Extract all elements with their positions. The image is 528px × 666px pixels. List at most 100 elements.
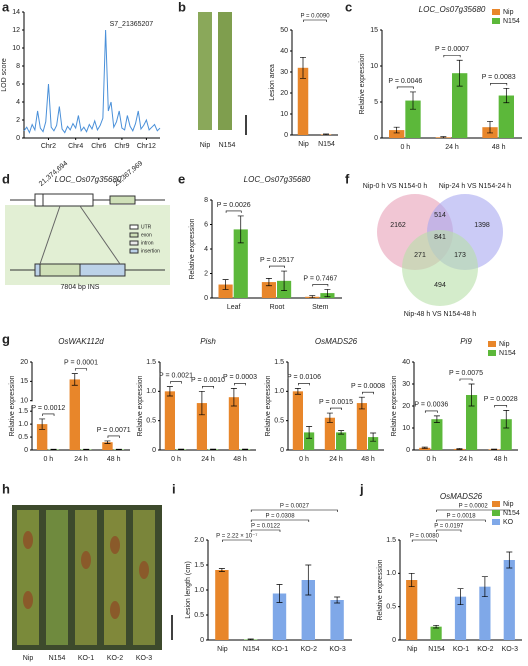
y-tick-label: 0 (406, 447, 410, 454)
x-tick-label: Chr2 (41, 143, 56, 150)
y-tick-label: 0 (24, 447, 28, 454)
p-value: P = 0.0080 (410, 534, 440, 540)
panel-letter: i (172, 481, 176, 496)
leaf-photo (12, 505, 173, 650)
y-tick-label: 0 (280, 447, 284, 454)
error-bar (456, 59, 463, 87)
leaf-photo (198, 12, 247, 135)
peak-label: S7_21365207 (110, 21, 154, 28)
x-tick-label: 0 h (426, 456, 436, 463)
x-tick-label: 24 h (329, 456, 343, 463)
bar (324, 417, 335, 450)
bar (406, 580, 418, 640)
bracket (436, 519, 486, 522)
x-tick-label: Stem (312, 304, 329, 311)
bracket (74, 368, 88, 371)
legend-label: N154 (503, 18, 520, 25)
label: N154 (49, 655, 66, 662)
y-tick-label: 1.5 (274, 359, 284, 366)
error-bar (104, 440, 111, 444)
x-tick-label: 48 h (494, 456, 508, 463)
label: KO-1 (78, 655, 94, 662)
bracket (330, 407, 342, 411)
p-value: P = 0.0021 (159, 372, 193, 379)
label: UTR (141, 224, 152, 230)
error-bar (237, 215, 244, 244)
error-bar (309, 295, 316, 299)
panel-letter: j (359, 481, 364, 496)
error-bar (281, 270, 288, 291)
y-axis-label: LOD score (1, 58, 8, 92)
y-tick-label: 4 (204, 246, 208, 253)
bracket (312, 284, 329, 287)
y-tick-label: 50 (280, 27, 288, 34)
chart-title: Pish (200, 337, 216, 346)
chart-title: LOC_Os07g35680 (419, 5, 486, 14)
error-bar (50, 448, 57, 451)
x-tick-label: KO-1 (453, 646, 469, 653)
y-tick-label: 15 (370, 27, 378, 34)
bracket (222, 539, 252, 542)
chart-title: OsMADS26 (440, 492, 483, 501)
legend-label: N154 (499, 350, 516, 357)
error-bar (222, 279, 229, 290)
bar (479, 586, 491, 640)
y-tick-label: 30 (402, 381, 410, 388)
y-tick-label: 10 (12, 45, 20, 52)
y-tick-label: 0 (392, 637, 396, 644)
x-tick-label: KO-1 (272, 646, 288, 653)
bracket (250, 509, 338, 512)
panel-letter: e (178, 171, 185, 186)
bar (233, 229, 248, 298)
x-tick-label: KO-2 (477, 646, 493, 653)
x-tick-label: N154 (428, 646, 445, 653)
venn-count: 494 (434, 282, 446, 289)
bracket (107, 435, 120, 438)
error-bar (198, 390, 205, 416)
bar (164, 391, 175, 450)
bracket (411, 539, 437, 542)
error-bar (83, 448, 90, 451)
error-bar (166, 386, 173, 397)
x-tick-label: Nip (217, 646, 228, 653)
y-tick-label: 40 (280, 48, 288, 55)
label: Nip (23, 655, 34, 662)
y-tick-label: 0.5 (194, 612, 204, 619)
label: intron (141, 240, 154, 246)
y-tick-label: 30 (280, 69, 288, 76)
x-tick-label: KO-2 (301, 646, 317, 653)
error-bar (178, 448, 185, 451)
error-bar (487, 121, 493, 134)
error-bar (265, 278, 272, 287)
legend-swatch (492, 501, 500, 507)
venn-count: 1398 (474, 222, 490, 229)
y-tick-label: 0.5 (386, 604, 396, 611)
p-value: P = 0.0090 (300, 14, 330, 20)
legend-label: Nip (499, 341, 510, 348)
p-value: P = 0.0197 (434, 524, 464, 530)
label: Nip-24 h VS N154-24 h (439, 183, 511, 190)
bar (272, 593, 287, 640)
x-tick-label: Chr12 (137, 143, 156, 150)
x-tick-label: Nip (407, 646, 418, 653)
error-bar (71, 373, 78, 386)
x-tick-label: N154 (318, 141, 335, 148)
chart-title: Pi9 (460, 337, 472, 346)
error-bar (39, 418, 46, 430)
p-value: P = 0.0083 (482, 74, 516, 81)
p-value: P = 0.0036 (414, 402, 448, 409)
y-tick-label: 1.5 (18, 408, 28, 415)
error-bar (440, 136, 447, 139)
error-bar (324, 289, 331, 298)
bar (261, 282, 276, 298)
data-line (23, 29, 161, 134)
y-tick-label: 10 (370, 63, 378, 70)
error-bar (323, 133, 329, 136)
chart-title: LOC_Os07g35680 (244, 175, 311, 184)
panel-letter: a (2, 0, 10, 14)
bracket (250, 519, 310, 522)
panel-letter: d (2, 171, 10, 186)
bar (452, 73, 468, 138)
x-tick-label: N154 (243, 646, 260, 653)
venn-count: 173 (454, 252, 466, 259)
